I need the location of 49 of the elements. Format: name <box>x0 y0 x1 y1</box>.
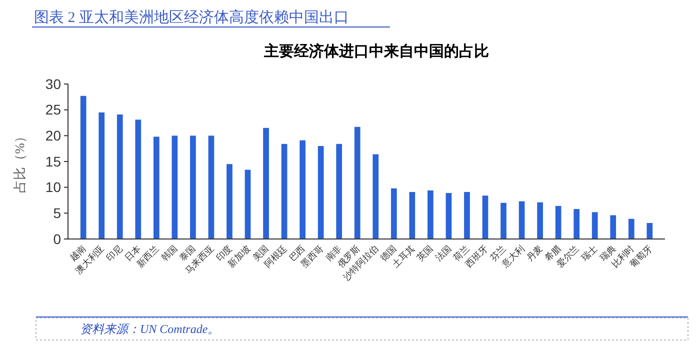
text: 资料来源：UN Comtrade。 <box>80 322 220 336</box>
bar <box>153 136 160 239</box>
bar <box>610 215 616 239</box>
bar <box>537 202 543 239</box>
bar <box>428 190 434 239</box>
chart-title: 图表 2 亚太和美洲地区经济体高度依赖中国出口 <box>34 9 349 26</box>
bar <box>244 170 251 239</box>
x-tick-label: 丹麦 <box>524 243 544 264</box>
bar <box>500 202 506 239</box>
bar <box>80 96 86 239</box>
bar <box>98 112 105 239</box>
bar <box>446 193 452 239</box>
bar <box>464 192 470 239</box>
bar <box>628 218 634 239</box>
bar <box>336 144 342 239</box>
x-tick-label: 法国 <box>433 243 454 264</box>
y-tick-label: 20 <box>45 128 62 144</box>
bar <box>482 196 488 239</box>
bar <box>135 120 142 239</box>
bar <box>116 114 123 239</box>
y-tick-label: 10 <box>45 179 62 196</box>
y-tick-label: 0 <box>53 230 62 247</box>
x-tick-label: 韩国 <box>159 243 180 264</box>
bar <box>390 188 397 239</box>
x-tick-label: 印尼 <box>104 243 124 264</box>
y-tick-label: 30 <box>45 76 62 92</box>
bar <box>300 140 306 239</box>
bar <box>208 136 214 239</box>
bar <box>518 201 525 239</box>
chart-subtitle: 主要经济体进口中来自中国的占比 <box>263 42 489 60</box>
bar <box>409 192 416 239</box>
bar <box>574 209 580 239</box>
bar <box>226 164 232 239</box>
y-tick-label: 25 <box>45 102 62 118</box>
bar <box>318 146 324 239</box>
bar <box>592 212 598 239</box>
x-tick-label: 瑞士 <box>579 243 600 264</box>
bar <box>263 128 269 239</box>
x-tick-label: 英国 <box>415 243 435 264</box>
bar <box>555 206 562 239</box>
bar <box>190 136 196 239</box>
bar <box>354 126 360 239</box>
bar <box>372 154 379 239</box>
y-axis-title: 占比（%） <box>12 130 27 193</box>
bar <box>172 136 178 239</box>
bar <box>646 222 653 239</box>
y-tick-label: 5 <box>53 205 62 222</box>
y-tick-label: 15 <box>45 153 62 170</box>
bar <box>281 144 288 239</box>
